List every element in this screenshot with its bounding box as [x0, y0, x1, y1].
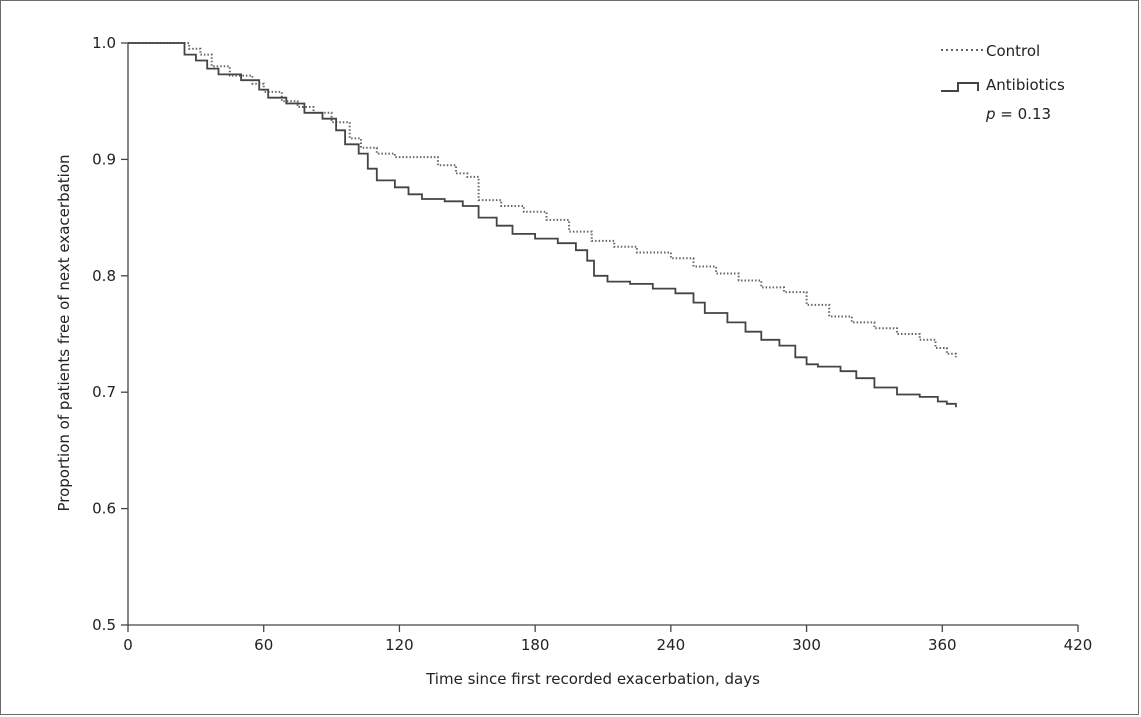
x-tick-label: 0	[123, 636, 133, 654]
y-tick-label: 0.9	[92, 150, 116, 168]
x-tick-label: 420	[1064, 636, 1093, 654]
x-tick-label: 300	[792, 636, 821, 654]
legend-antibiotics-label: Antibiotics	[986, 76, 1065, 94]
legend-antibiotics-line	[941, 82, 979, 92]
y-tick-label: 0.7	[92, 383, 116, 401]
y-tick-label: 0.5	[92, 616, 116, 634]
x-tick-label: 240	[657, 636, 686, 654]
p-value: = 0.13	[996, 105, 1052, 123]
x-axis-title: Time since first recorded exacerbation, …	[425, 670, 760, 688]
legend-control-label: Control	[986, 42, 1040, 60]
x-tick-label: 60	[254, 636, 273, 654]
x-tick-label: 360	[928, 636, 957, 654]
y-tick-label: 1.0	[92, 34, 116, 52]
x-tick-label: 120	[385, 636, 414, 654]
series-line-antibiotics	[128, 42, 957, 408]
y-tick-label: 0.8	[92, 267, 116, 285]
y-axis-title: Proportion of patients free of next exac…	[55, 154, 73, 511]
series-layer	[128, 42, 957, 408]
legend: Control Antibiotics p = 0.13	[941, 42, 1065, 123]
y-tick-label: 0.6	[92, 500, 116, 518]
axes: 0.5 0.6 0.7 0.8 0.9 1.0 0 60 120 180 240 300 360 420	[92, 34, 1092, 654]
series-line-control	[128, 42, 957, 358]
x-tick-label: 180	[521, 636, 550, 654]
p-symbol: p	[985, 105, 996, 123]
p-value-annotation: p = 0.13	[985, 105, 1051, 123]
